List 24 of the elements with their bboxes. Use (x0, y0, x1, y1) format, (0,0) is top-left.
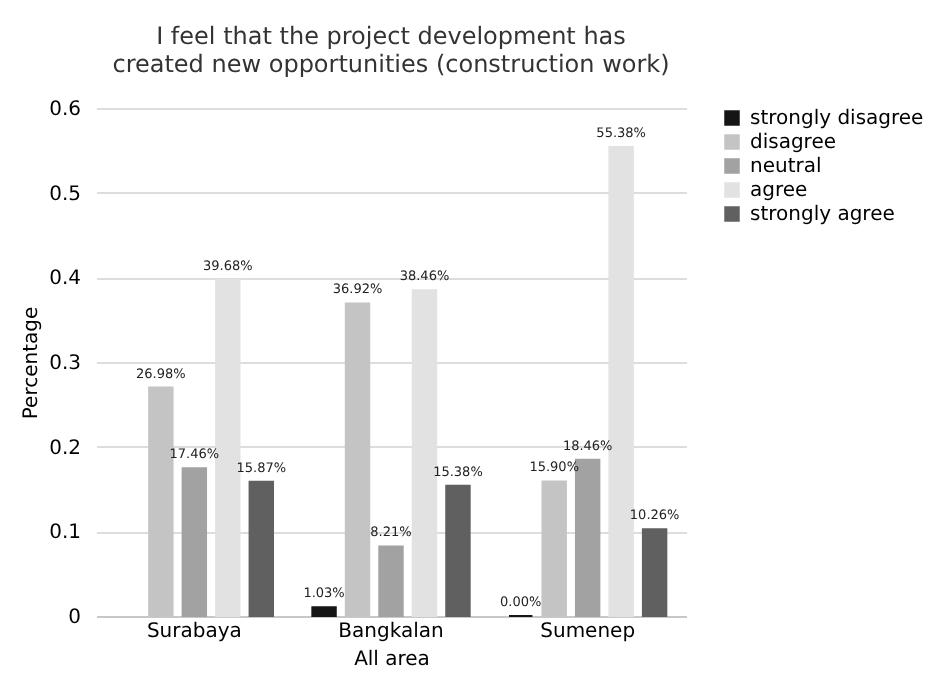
y-axis-title: Percentage (21, 306, 44, 420)
bar (311, 606, 337, 617)
y-tick-label: 0.2 (49, 437, 81, 460)
bar (378, 545, 404, 617)
y-tick-label: 0 (68, 607, 81, 629)
bar (445, 484, 471, 617)
y-tick-label: 0.1 (49, 522, 81, 545)
y-tick-label: 0.6 (49, 99, 81, 121)
x-tick-label: Surabaya (146, 621, 242, 643)
legend-label: neutral (750, 156, 822, 178)
y-tick-label: 0.5 (49, 183, 81, 206)
x-tick-label: Sumenep (540, 621, 636, 643)
bar (641, 528, 668, 617)
legend-label: strongly agree (750, 204, 895, 226)
bar (181, 467, 208, 617)
legend-label: strongly disagree (750, 108, 924, 130)
y-tick-label: 0.4 (49, 268, 81, 291)
bar (248, 480, 274, 617)
chart-title: I feel that the project development has created new opportunities (construction work) (112, 22, 670, 78)
x-tick-label: Bangkalan (338, 621, 444, 643)
legend-label: disagree (750, 132, 837, 154)
x-axis-title: All area (354, 649, 430, 671)
y-tick-label: 0.3 (49, 353, 81, 375)
legend-label: agree (750, 180, 808, 202)
